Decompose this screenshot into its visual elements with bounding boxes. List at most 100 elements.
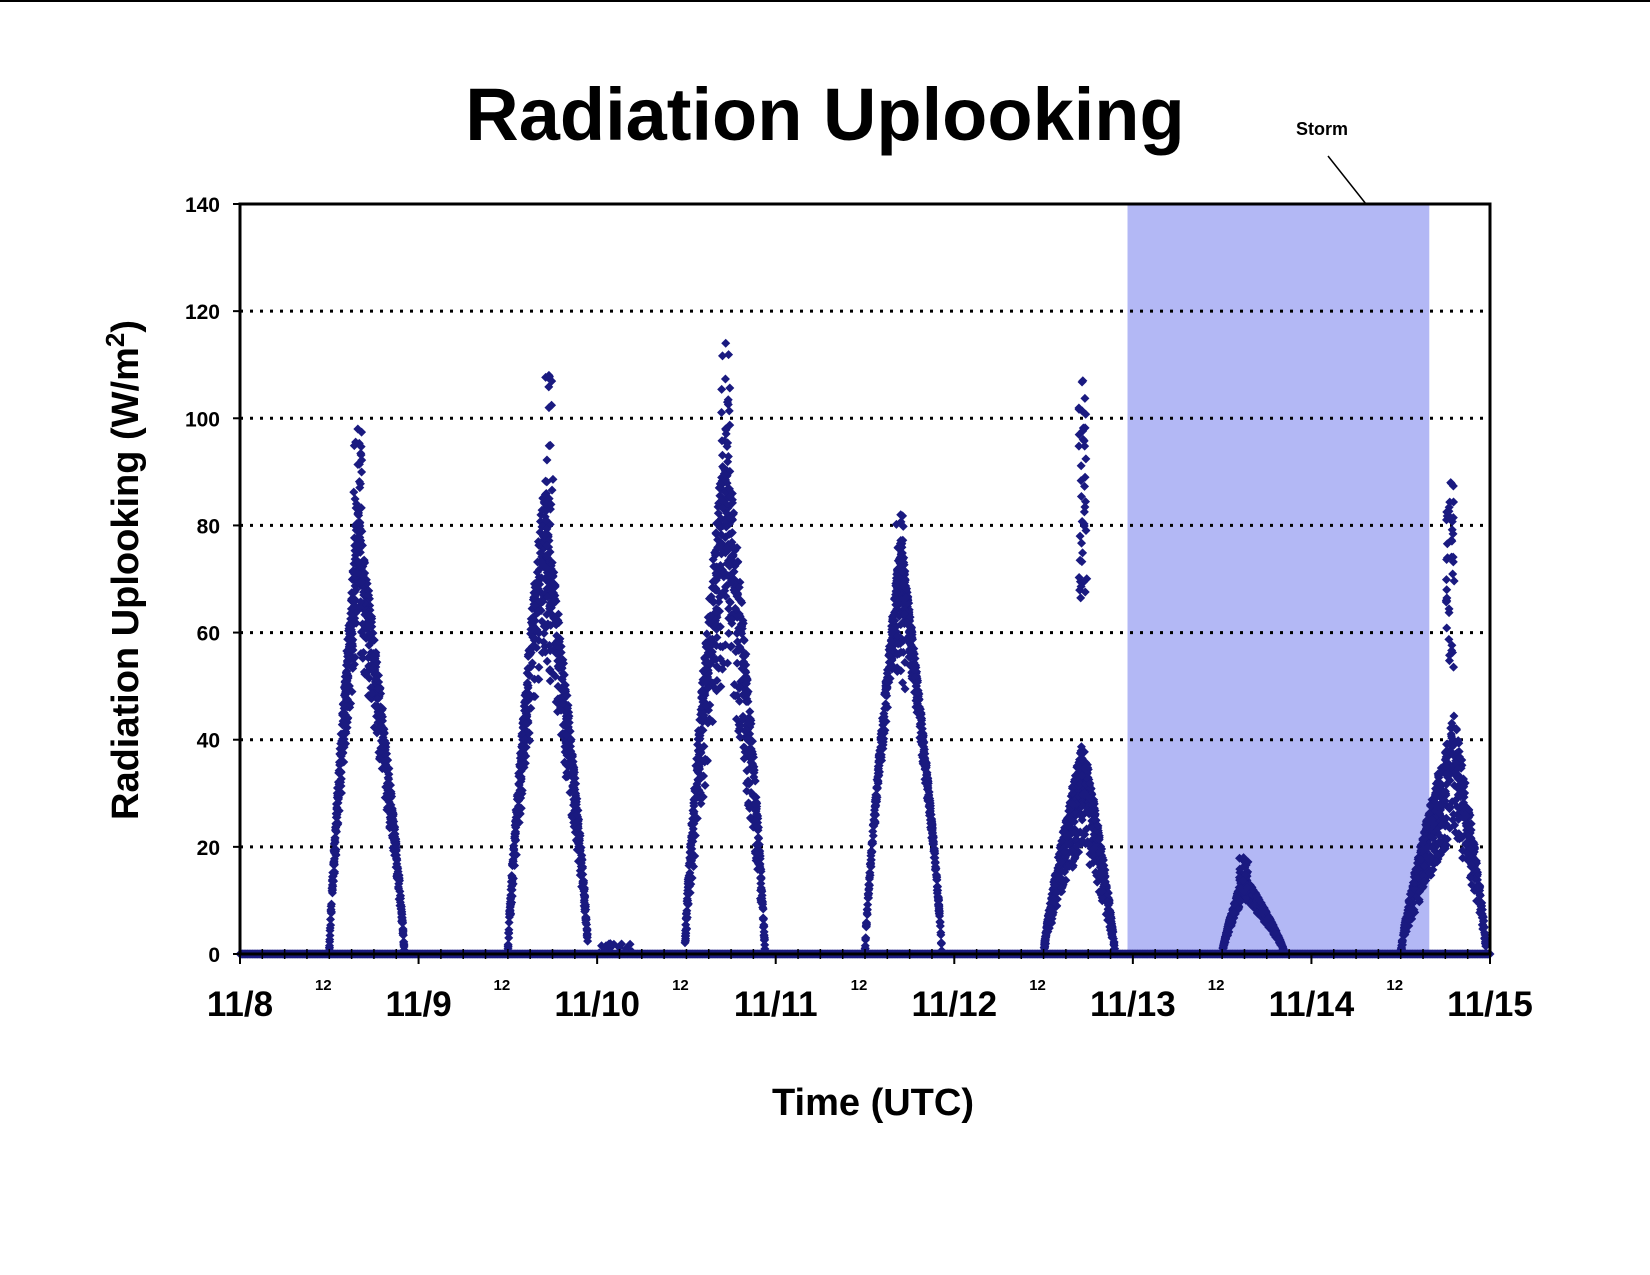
chart-title: Radiation Uplooking: [465, 73, 1184, 156]
data-point: [361, 669, 371, 679]
data-point: [353, 557, 363, 567]
data-point: [899, 553, 909, 563]
data-point: [383, 805, 393, 815]
data-point: [686, 840, 696, 850]
data-point: [718, 642, 728, 652]
data-point: [737, 629, 747, 639]
data-point: [557, 686, 567, 696]
data-point: [520, 751, 530, 761]
data-point: [533, 674, 543, 684]
data-point: [548, 474, 558, 484]
data-point: [379, 729, 389, 739]
data-point: [344, 632, 354, 642]
data-point: [326, 899, 336, 909]
data-point: [351, 540, 361, 550]
data-point: [682, 908, 692, 918]
data-point: [542, 541, 552, 551]
data-point: [899, 619, 909, 629]
data-point: [346, 604, 356, 614]
data-point: [717, 384, 727, 394]
data-point: [545, 440, 555, 450]
data-point: [719, 469, 729, 479]
data-point: [369, 654, 379, 664]
data-point: [727, 615, 737, 625]
data-point: [870, 801, 880, 811]
data-point: [537, 573, 547, 583]
data-point: [353, 532, 363, 542]
data-point: [582, 930, 592, 940]
data-point: [328, 868, 338, 878]
data-point: [354, 477, 364, 487]
data-point: [1085, 860, 1095, 870]
data-point: [911, 696, 921, 706]
data-point: [544, 370, 554, 380]
data-point: [700, 780, 710, 790]
data-point: [875, 752, 885, 762]
data-point: [721, 475, 731, 485]
data-point: [329, 839, 339, 849]
data-point: [926, 819, 936, 829]
data-point: [562, 768, 572, 778]
data-point: [522, 706, 532, 716]
data-point: [396, 904, 406, 914]
data-point: [547, 400, 557, 410]
data-point: [327, 883, 337, 893]
data-point: [545, 676, 555, 686]
data-point: [900, 609, 910, 619]
data-point: [336, 774, 346, 784]
data-point: [353, 460, 363, 470]
data-point: [879, 712, 889, 722]
data-point: [398, 928, 408, 938]
data-point: [514, 772, 524, 782]
data-point: [537, 648, 547, 658]
data-point: [397, 913, 407, 923]
data-point: [684, 889, 694, 899]
data-point: [546, 564, 556, 574]
data-point: [580, 900, 590, 910]
data-point: [508, 879, 518, 889]
data-point: [504, 918, 514, 928]
data-point: [576, 853, 586, 863]
data-point: [330, 833, 340, 843]
data-point: [541, 488, 551, 498]
data-point: [724, 628, 734, 638]
data-point: [719, 658, 729, 668]
data-point: [919, 757, 929, 767]
data-point: [891, 519, 901, 529]
data-point: [736, 622, 746, 632]
data-point: [714, 483, 724, 493]
data-point: [867, 847, 877, 857]
data-point: [869, 815, 879, 825]
data-point: [576, 858, 586, 868]
data-point: [724, 350, 734, 360]
data-point: [378, 724, 388, 734]
data-point: [326, 906, 336, 916]
data-point: [707, 583, 717, 593]
data-point: [339, 703, 349, 713]
data-point: [367, 693, 377, 703]
data-point: [715, 592, 725, 602]
data-point: [520, 697, 530, 707]
data-point: [732, 658, 742, 668]
data-point: [932, 872, 942, 882]
data-point: [894, 649, 904, 659]
data-point: [722, 397, 732, 407]
data-point: [511, 805, 521, 815]
data-point: [565, 746, 575, 756]
data-point: [540, 530, 550, 540]
data-point: [721, 424, 731, 434]
data-point: [334, 789, 344, 799]
data-point: [541, 476, 551, 486]
data-point: [712, 661, 722, 671]
data-point: [572, 810, 582, 820]
data-point: [717, 351, 727, 361]
data-point: [535, 548, 545, 558]
data-point: [741, 725, 751, 735]
data-point: [523, 651, 533, 661]
data-point: [721, 338, 731, 348]
data-point: [746, 788, 756, 798]
data-point: [708, 555, 718, 565]
data-point: [554, 661, 564, 671]
data-point: [862, 904, 872, 914]
data-point: [705, 611, 715, 621]
